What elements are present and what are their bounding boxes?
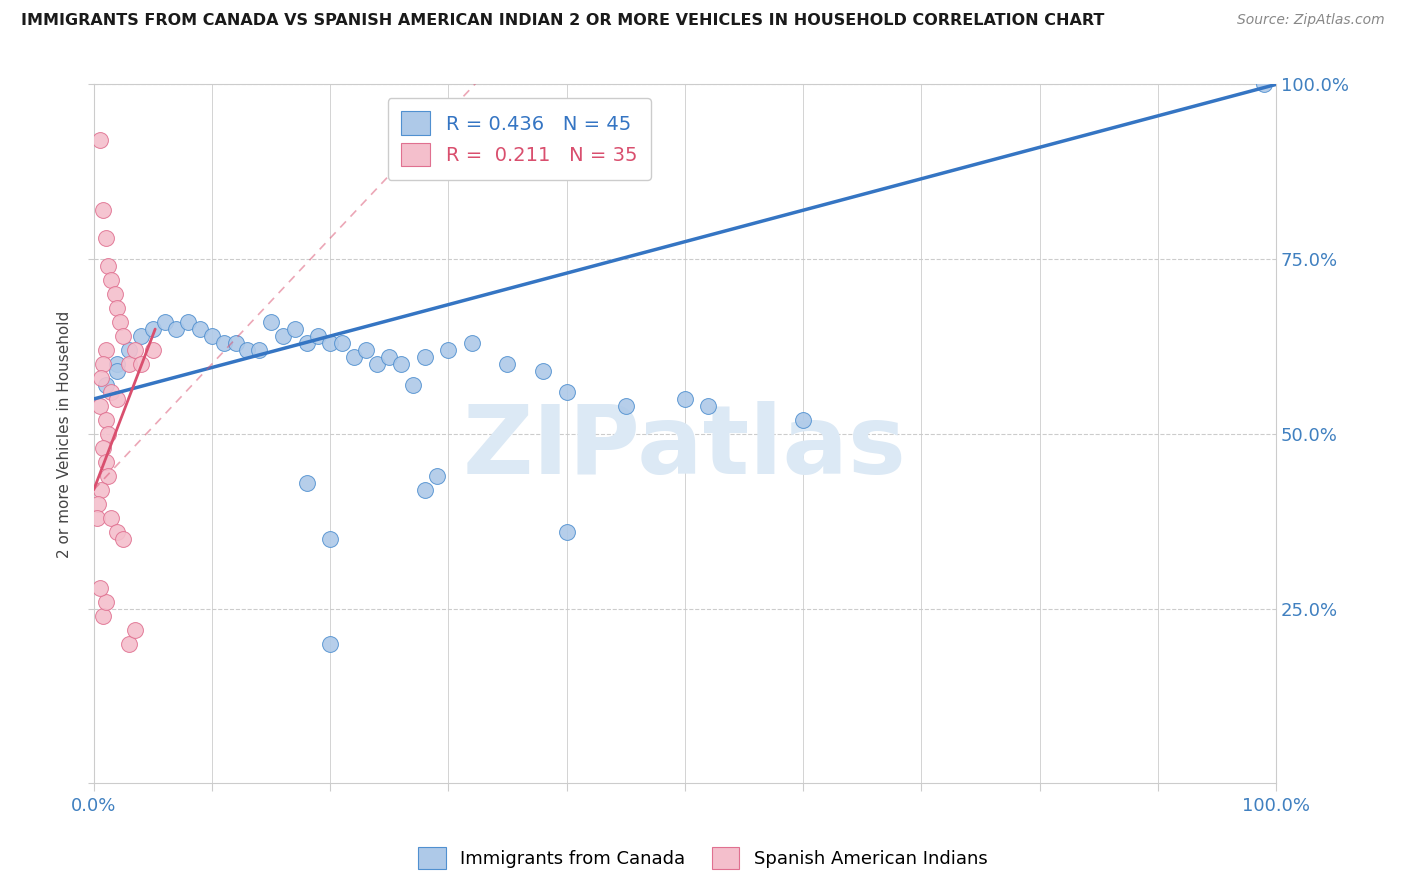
Point <box>531 364 554 378</box>
Point <box>614 399 637 413</box>
Point <box>129 329 152 343</box>
Point <box>89 133 111 147</box>
Point <box>166 322 188 336</box>
Legend: R = 0.436   N = 45, R =  0.211   N = 35: R = 0.436 N = 45, R = 0.211 N = 35 <box>388 97 651 180</box>
Point <box>1253 78 1275 92</box>
Point <box>86 510 108 524</box>
Point <box>295 336 318 351</box>
Point <box>236 343 259 357</box>
Point <box>100 384 122 399</box>
Point <box>225 336 247 351</box>
Point <box>90 371 112 385</box>
Point <box>319 637 342 651</box>
Point <box>555 524 578 539</box>
Point <box>89 399 111 413</box>
Point <box>366 357 388 371</box>
Point <box>425 468 447 483</box>
Point <box>105 524 128 539</box>
Point <box>247 343 270 357</box>
Point <box>112 532 135 546</box>
Point <box>413 350 436 364</box>
Point <box>94 378 117 392</box>
Point <box>330 336 353 351</box>
Point <box>94 594 117 608</box>
Point <box>555 384 578 399</box>
Point <box>100 273 122 287</box>
Point <box>212 336 235 351</box>
Point <box>437 343 460 357</box>
Point <box>124 623 146 637</box>
Point <box>97 426 120 441</box>
Point <box>91 608 114 623</box>
Point <box>319 532 342 546</box>
Point <box>188 322 211 336</box>
Y-axis label: 2 or more Vehicles in Household: 2 or more Vehicles in Household <box>58 310 72 558</box>
Point <box>91 357 114 371</box>
Point <box>91 203 114 218</box>
Point <box>100 510 122 524</box>
Point <box>343 350 366 364</box>
Point <box>201 329 224 343</box>
Point <box>378 350 401 364</box>
Point <box>91 441 114 455</box>
Point <box>307 329 329 343</box>
Point <box>105 301 128 315</box>
Point <box>153 315 176 329</box>
Point <box>105 364 128 378</box>
Point <box>124 343 146 357</box>
Point <box>87 497 110 511</box>
Point <box>97 468 120 483</box>
Point <box>295 475 318 490</box>
Point <box>319 336 342 351</box>
Point <box>105 392 128 406</box>
Point <box>112 329 135 343</box>
Point <box>177 315 200 329</box>
Legend: Immigrants from Canada, Spanish American Indians: Immigrants from Canada, Spanish American… <box>409 838 997 879</box>
Point <box>105 357 128 371</box>
Point <box>89 581 111 595</box>
Point <box>496 357 519 371</box>
Point <box>142 322 165 336</box>
Point <box>697 399 720 413</box>
Text: ZIPatlas: ZIPatlas <box>463 401 907 494</box>
Point <box>118 343 141 357</box>
Point <box>792 413 814 427</box>
Point <box>94 455 117 469</box>
Point <box>94 343 117 357</box>
Point <box>108 315 131 329</box>
Point <box>129 357 152 371</box>
Point <box>94 413 117 427</box>
Point <box>271 329 294 343</box>
Point <box>118 637 141 651</box>
Point <box>94 231 117 245</box>
Point <box>389 357 412 371</box>
Point <box>461 336 484 351</box>
Point <box>673 392 696 406</box>
Text: Source: ZipAtlas.com: Source: ZipAtlas.com <box>1237 13 1385 28</box>
Point <box>284 322 307 336</box>
Text: IMMIGRANTS FROM CANADA VS SPANISH AMERICAN INDIAN 2 OR MORE VEHICLES IN HOUSEHOL: IMMIGRANTS FROM CANADA VS SPANISH AMERIC… <box>21 13 1105 29</box>
Point <box>90 483 112 497</box>
Point <box>104 287 127 301</box>
Point <box>402 378 425 392</box>
Point <box>354 343 377 357</box>
Point <box>413 483 436 497</box>
Point <box>97 259 120 273</box>
Point <box>118 357 141 371</box>
Point <box>260 315 283 329</box>
Point <box>142 343 165 357</box>
